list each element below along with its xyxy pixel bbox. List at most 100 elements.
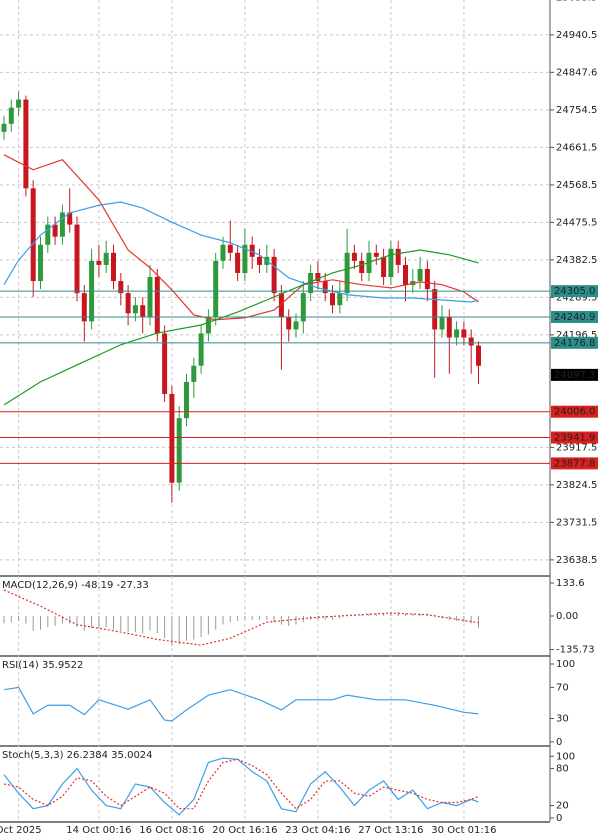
candle-body xyxy=(154,277,160,334)
candle-body xyxy=(351,252,357,261)
candle-body xyxy=(96,260,102,265)
level-label-box xyxy=(551,405,598,418)
candle-body xyxy=(403,264,408,286)
candle-body xyxy=(176,418,182,483)
candle-body xyxy=(198,333,204,366)
candle-body xyxy=(23,99,29,189)
candle-body xyxy=(344,252,350,294)
candle-body xyxy=(468,337,474,346)
x-tick-label: 14 Oct 00:16 xyxy=(66,825,131,836)
candle-body xyxy=(67,212,73,225)
y-tick-label: 23731.5 xyxy=(556,517,597,528)
y-tick-label: 20 xyxy=(556,801,569,812)
candle-body xyxy=(395,248,401,265)
candle-body xyxy=(184,381,189,419)
y-tick-label: 30 xyxy=(556,714,569,725)
y-tick-label: 70 xyxy=(556,682,569,693)
candle-body xyxy=(169,393,175,483)
y-tick-label: 0.00 xyxy=(556,611,578,622)
candle-body xyxy=(300,293,306,322)
candle-body xyxy=(278,293,284,318)
indicator-line xyxy=(3,589,479,646)
candle-body xyxy=(111,252,116,282)
candle-body xyxy=(52,224,58,237)
candle-body xyxy=(191,365,197,382)
candle-body xyxy=(205,317,211,334)
candle-body xyxy=(242,244,248,273)
candle-body xyxy=(38,244,43,282)
level-label: 24240.9 xyxy=(554,312,595,323)
x-tick-label: 23 Oct 04:16 xyxy=(285,825,350,836)
y-tick-label: 24847.6 xyxy=(556,67,597,78)
level-label-box xyxy=(551,336,598,349)
candle-body xyxy=(30,188,36,282)
y-tick-label: 23824.5 xyxy=(556,480,597,491)
y-tick-label: 24289.5 xyxy=(556,292,597,303)
candle-body xyxy=(388,248,394,278)
candle-body xyxy=(220,244,226,261)
candle-body xyxy=(16,99,22,108)
y-tick-label: 133.6 xyxy=(556,578,585,589)
level-label: 23941.9 xyxy=(554,433,595,444)
x-tick-label: 16 Oct 08:16 xyxy=(139,825,204,836)
candle-body xyxy=(432,289,438,330)
level-label-box xyxy=(551,431,598,444)
x-tick-label: 20 Oct 16:16 xyxy=(212,825,277,836)
candle-body xyxy=(446,317,452,338)
y-tick-label: 0 xyxy=(556,813,562,824)
candle-body xyxy=(8,107,14,124)
panel-label: MACD(12,26,9) -48.19 -27.33 xyxy=(2,580,149,591)
indicator-line xyxy=(3,201,479,303)
candle-body xyxy=(381,256,387,278)
candle-body xyxy=(315,272,321,282)
indicator-line xyxy=(3,154,479,321)
level-label-box xyxy=(551,310,598,323)
indicator-line xyxy=(3,757,479,816)
y-tick-label: 80 xyxy=(556,764,569,775)
candle-body xyxy=(417,268,423,282)
level-label-box xyxy=(551,457,598,470)
candle-body xyxy=(257,256,262,265)
candle-body xyxy=(439,317,445,330)
x-tick-label: 30 Oct 01:16 xyxy=(431,825,496,836)
candle-body xyxy=(59,212,65,237)
last-price-label: 24097.3 xyxy=(554,370,595,381)
y-tick-label: 23917.5 xyxy=(556,442,597,453)
indicator-line xyxy=(3,249,479,406)
indicator-line xyxy=(3,758,479,810)
y-tick-label: -135.73 xyxy=(556,645,595,656)
y-tick-label: 0 xyxy=(556,737,562,748)
candle-body xyxy=(103,252,109,265)
candle-body xyxy=(132,305,138,314)
level-label: 23877.8 xyxy=(554,458,595,469)
candle-body xyxy=(125,293,131,314)
y-tick-label: 24661.5 xyxy=(556,142,597,153)
y-tick-label: 23638.5 xyxy=(556,555,597,566)
candle-body xyxy=(249,244,255,257)
candle-body xyxy=(476,345,481,366)
level-label: 24006.0 xyxy=(554,407,595,418)
last-price-box xyxy=(551,368,598,381)
panel-label: RSI(14) 35.9522 xyxy=(2,660,83,671)
candle-body xyxy=(271,256,277,294)
y-tick-label: 24196.5 xyxy=(556,330,597,341)
level-label: 24176.8 xyxy=(554,338,595,349)
x-tick-label: Oct 2025 xyxy=(0,825,42,836)
y-tick-label: 24754.5 xyxy=(556,105,597,116)
y-tick-label: 24940.5 xyxy=(556,30,597,41)
candle-body xyxy=(337,293,343,306)
candle-body xyxy=(330,293,335,306)
candle-body xyxy=(424,268,430,290)
candle-body xyxy=(373,252,379,257)
candle-body xyxy=(213,260,219,318)
level-label-box xyxy=(551,285,598,298)
candle-body xyxy=(140,305,146,318)
candle-body xyxy=(286,317,292,330)
level-label: 24305.0 xyxy=(554,286,595,297)
candle-body xyxy=(81,293,87,322)
candle-body xyxy=(461,329,467,338)
x-tick-label: 27 Oct 13:16 xyxy=(358,825,423,836)
y-tick-label: 25033.5 xyxy=(556,0,597,3)
candle-body xyxy=(322,281,328,294)
